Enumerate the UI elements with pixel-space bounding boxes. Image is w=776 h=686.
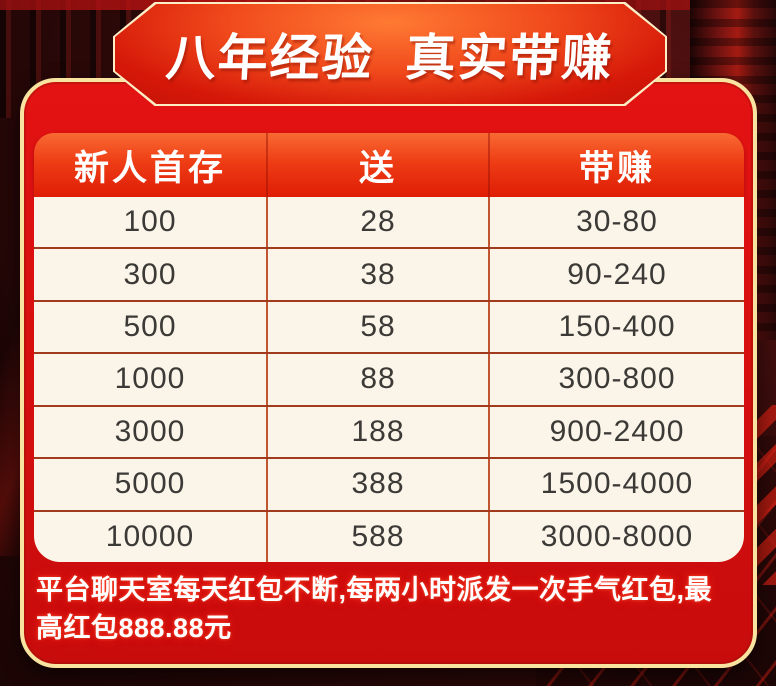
deposit-table: 新人首存 送 带赚 100 28 30-80 300 38 90-240 500… — [34, 133, 744, 562]
header-cell-first-deposit: 新人首存 — [34, 133, 268, 197]
table-row: 300 38 90-240 — [34, 247, 744, 300]
table-row: 100 28 30-80 — [34, 197, 744, 248]
table-cell: 58 — [268, 301, 490, 353]
table-cell: 10000 — [34, 511, 268, 562]
table-cell: 588 — [268, 511, 490, 562]
table-row: 3000 188 900-2400 — [34, 404, 744, 458]
table-cell: 1500-4000 — [540, 467, 694, 501]
table-cell: 38 — [268, 249, 490, 300]
table-row: 5000 388 1500-4000 — [34, 457, 744, 510]
table-cell: 30-80 — [576, 205, 658, 239]
table-body: 100 28 30-80 300 38 90-240 500 58 150-40… — [34, 197, 744, 562]
footer-note: 平台聊天室每天红包不断,每两小时派发一次手气红包,最高红包888.88元 — [36, 575, 713, 644]
table-row: 1000 88 300-800 — [34, 352, 744, 405]
table-cell: 90-240 — [567, 257, 667, 291]
table-cell: 28 — [268, 197, 490, 248]
table-cell: 88 — [268, 354, 490, 405]
table-cell: 5000 — [34, 459, 268, 510]
banner-fill-layer: 八年经验 真实带赚 — [115, 4, 665, 104]
table-cell: 188 — [268, 406, 490, 458]
banner-title: 八年经验 真实带赚 — [164, 30, 616, 86]
table-cell: 900-2400 — [549, 414, 685, 448]
table-header-row: 新人首存 送 带赚 — [34, 133, 744, 197]
table-cell: 500 — [34, 301, 268, 353]
table-cell: 1000 — [34, 354, 268, 405]
table-cell: 3000-8000 — [540, 519, 694, 553]
table-row: 10000 588 3000-8000 — [34, 509, 744, 562]
table-cell: 100 — [34, 197, 268, 248]
promo-banner: 八年经验 真实带赚 — [113, 2, 667, 106]
header-cell-gift: 送 — [268, 133, 490, 197]
table-cell: 300-800 — [558, 362, 676, 396]
table-cell: 300 — [34, 249, 268, 300]
table-cell: 150-400 — [558, 310, 676, 344]
table-row: 500 58 150-400 — [34, 299, 744, 353]
table-cell: 3000 — [34, 406, 268, 458]
table-cell: 388 — [268, 459, 490, 510]
header-cell-earn: 带赚 — [578, 148, 655, 188]
